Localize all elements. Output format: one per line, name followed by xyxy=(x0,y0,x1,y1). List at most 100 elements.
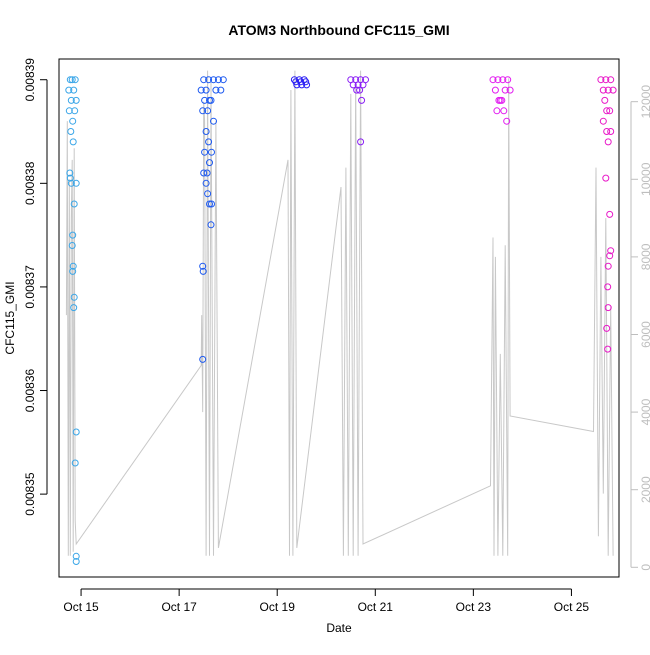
data-point xyxy=(199,267,207,275)
data-point xyxy=(597,76,605,84)
data-point xyxy=(302,78,310,86)
data-point xyxy=(214,76,222,84)
x-axis-label: Date xyxy=(326,621,352,635)
data-point xyxy=(207,221,215,229)
data-point xyxy=(495,96,503,104)
data-point xyxy=(197,86,205,94)
altitude-line-layer xyxy=(65,70,614,556)
data-point xyxy=(353,86,361,94)
data-point xyxy=(604,262,612,270)
data-point xyxy=(292,78,300,86)
data-point xyxy=(604,138,612,146)
data-point xyxy=(69,117,77,125)
data-point xyxy=(203,169,211,177)
data-point xyxy=(604,304,612,312)
data-point xyxy=(199,262,207,270)
data-point xyxy=(200,169,208,177)
data-point xyxy=(217,86,225,94)
y2-tick-label: 2000 xyxy=(639,476,650,503)
data-point xyxy=(67,179,75,187)
data-point xyxy=(71,76,79,84)
data-point xyxy=(603,324,611,332)
data-point xyxy=(69,262,77,270)
data-point xyxy=(206,96,213,104)
data-point xyxy=(69,267,77,275)
altitude-series-line xyxy=(65,70,614,556)
data-point xyxy=(199,107,207,115)
data-point xyxy=(206,159,213,167)
y2-tick-label: 6000 xyxy=(639,321,650,348)
y-tick-label: 0.00836 xyxy=(23,369,37,413)
data-point xyxy=(494,76,502,84)
data-point xyxy=(201,148,209,156)
data-point xyxy=(72,96,80,104)
data-point xyxy=(71,107,79,115)
data-point xyxy=(504,76,512,84)
data-point xyxy=(601,96,609,104)
data-point xyxy=(70,304,78,312)
data-point xyxy=(498,96,506,104)
data-point xyxy=(202,128,210,135)
y2-tick-label: 4000 xyxy=(639,398,650,425)
y2-tick-label: 12000 xyxy=(639,85,650,119)
data-point xyxy=(66,76,74,84)
data-point xyxy=(604,86,612,94)
data-point xyxy=(303,81,311,89)
data-point xyxy=(65,107,73,115)
data-point xyxy=(72,179,80,187)
data-point xyxy=(66,174,74,182)
data-point xyxy=(206,200,213,208)
data-point xyxy=(65,86,73,94)
data-point xyxy=(503,117,511,125)
data-point xyxy=(210,117,217,125)
y-tick-label: 0.00839 xyxy=(23,58,37,102)
y-axis-label: CFC115_GMI xyxy=(3,281,17,354)
data-point xyxy=(212,86,220,94)
data-point xyxy=(506,86,514,94)
data-point xyxy=(602,76,610,84)
x-tick-label: Oct 19 xyxy=(260,600,296,614)
y-tick-label: 0.00838 xyxy=(23,161,37,205)
data-point xyxy=(69,138,77,146)
data-point xyxy=(219,76,227,84)
data-point xyxy=(362,76,369,84)
y2-tick-label: 8000 xyxy=(639,243,650,270)
data-point xyxy=(606,107,614,115)
y-tick-label: 0.00835 xyxy=(23,472,37,516)
data-point xyxy=(599,86,607,94)
data-point xyxy=(602,174,610,182)
data-point xyxy=(72,558,80,565)
data-point xyxy=(210,76,217,84)
data-point xyxy=(204,190,212,198)
plot-frame xyxy=(58,58,620,578)
data-point xyxy=(493,107,501,115)
data-point xyxy=(491,86,499,94)
data-point xyxy=(501,86,509,94)
data-point xyxy=(68,242,76,249)
y-tick-label: 0.00837 xyxy=(23,265,37,309)
data-point xyxy=(208,148,215,156)
data-point xyxy=(201,96,209,104)
y2-tick-label: 10000 xyxy=(639,162,650,196)
data-point xyxy=(500,107,508,115)
data-point xyxy=(604,345,612,353)
data-point xyxy=(199,355,207,363)
data-point xyxy=(67,128,75,135)
data-point xyxy=(204,107,212,115)
data-point xyxy=(66,169,74,177)
data-point xyxy=(71,459,79,467)
data-point xyxy=(72,552,80,560)
data-point xyxy=(70,200,78,208)
data-point xyxy=(604,283,612,291)
data-point xyxy=(200,76,208,84)
x-tick-label: Oct 17 xyxy=(161,600,197,614)
data-point xyxy=(67,96,75,104)
data-point xyxy=(607,247,615,255)
data-point xyxy=(603,128,611,135)
data-point xyxy=(606,210,614,218)
data-point xyxy=(606,252,614,260)
data-points-layer xyxy=(65,76,617,565)
data-point xyxy=(356,86,364,94)
y2-tick-label: 0 xyxy=(639,564,650,571)
